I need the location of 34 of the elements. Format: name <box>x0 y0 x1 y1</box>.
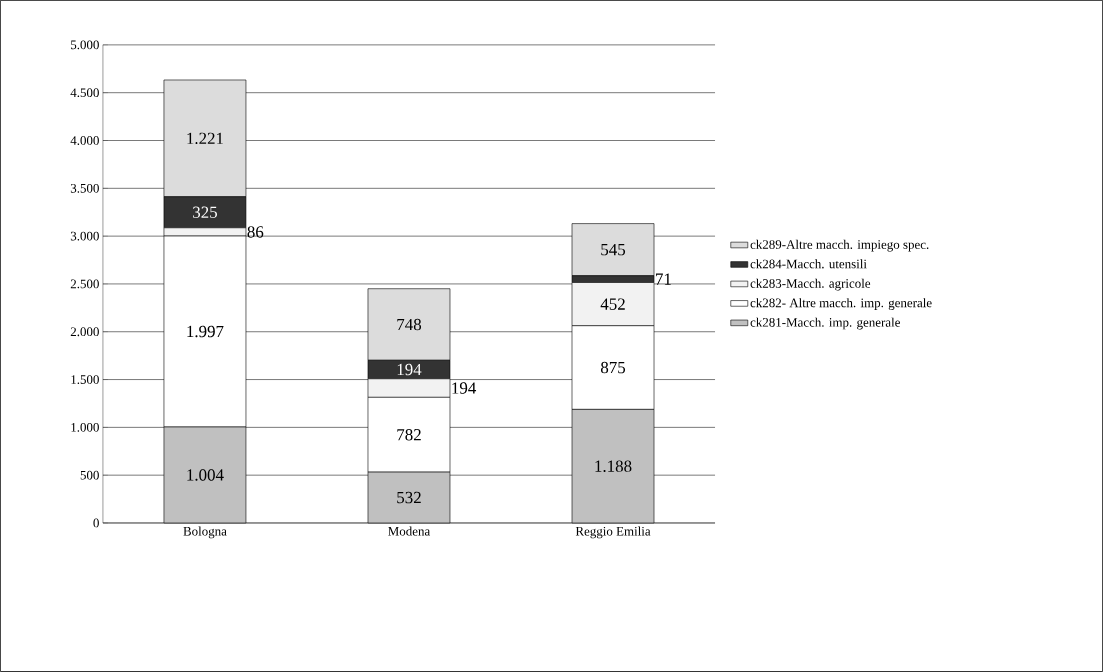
y-tick-label: 3.000 <box>70 231 99 241</box>
data-label: 782 <box>397 429 421 441</box>
data-label: 452 <box>600 298 625 310</box>
y-tick-label: 500 <box>80 470 99 480</box>
legend-label: ck282- Altre macch. imp. generale <box>750 298 932 310</box>
y-tick-label: 2.500 <box>70 279 99 289</box>
x-tick-label: Reggio Emilia <box>575 526 651 539</box>
data-label: 545 <box>601 244 626 256</box>
legend-label: ck284-Macch. utensili <box>750 259 867 269</box>
y-tick-label: 5.000 <box>71 40 99 50</box>
y-tick-label: 4.500 <box>70 88 99 98</box>
data-label: 325 <box>193 206 217 219</box>
y-tick-label: 2.000 <box>70 327 99 337</box>
legend-label: ck289-Altre macch. impiego spec. <box>750 239 929 252</box>
data-label: 748 <box>397 318 422 331</box>
data-label: 1.997 <box>187 325 224 338</box>
x-tick-label: Bologna <box>183 526 227 539</box>
y-tick-label: 4.000 <box>70 136 99 145</box>
data-label: 71 <box>656 273 671 285</box>
data-label: 194 <box>397 363 422 376</box>
y-tick-label: 1.000 <box>71 423 99 432</box>
data-label: 532 <box>397 491 421 504</box>
y-tick-label: 0 <box>93 518 99 528</box>
data-label: 875 <box>600 361 626 374</box>
y-tick-label: 3.500 <box>70 183 99 193</box>
legend-label: ck283-Macch. agricole <box>750 278 871 291</box>
data-label: 1.004 <box>187 469 224 481</box>
data-label: 86 <box>247 226 264 238</box>
legend-label: ck281-Macch. imp. generale <box>750 317 900 330</box>
x-tick-label: Modena <box>388 526 431 536</box>
data-label: 1.221 <box>187 132 223 145</box>
data-label: 1.188 <box>595 460 632 472</box>
y-tick-label: 1.500 <box>71 375 99 384</box>
data-label: 194 <box>452 382 477 394</box>
